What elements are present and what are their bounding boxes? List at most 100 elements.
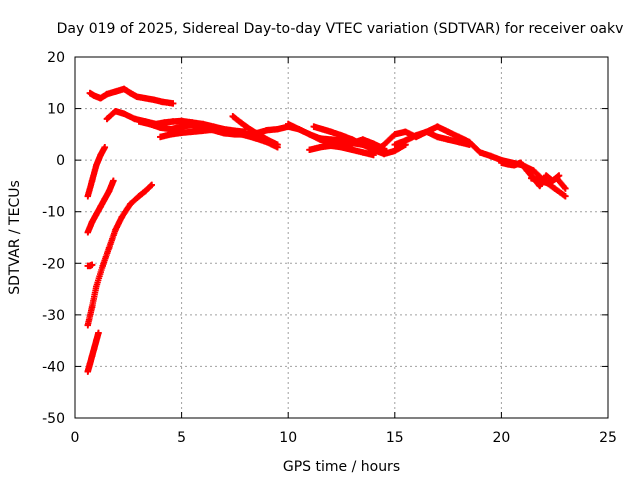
data-point — [103, 115, 111, 123]
data-point — [370, 140, 377, 147]
series-track-j — [391, 123, 569, 200]
data-point — [295, 126, 303, 133]
data-point — [545, 180, 552, 187]
series-markers — [84, 329, 102, 375]
data-point — [93, 211, 100, 218]
data-point — [90, 345, 98, 352]
data-point — [103, 90, 111, 98]
data-point — [517, 159, 524, 166]
data-point — [466, 138, 473, 146]
data-point — [210, 126, 217, 133]
data-point — [120, 85, 128, 93]
data-point — [487, 152, 494, 160]
data-point — [159, 98, 166, 106]
series-track-l — [528, 174, 569, 192]
data-point — [118, 213, 126, 221]
data-point — [338, 132, 345, 139]
data-point — [391, 147, 398, 155]
data-point — [319, 126, 326, 133]
data-point — [316, 136, 324, 143]
data-point — [86, 360, 94, 368]
data-point — [562, 193, 569, 200]
x-axis-label: GPS time / hours — [283, 459, 400, 475]
x-tick-label: 20 — [492, 430, 510, 446]
data-point — [112, 88, 119, 95]
data-point — [84, 229, 91, 236]
data-point — [93, 162, 100, 169]
data-point — [105, 244, 113, 252]
data-point — [88, 303, 96, 311]
series-track-e — [229, 113, 281, 148]
data-point — [167, 131, 175, 138]
series-track-n — [84, 177, 117, 236]
data-point — [131, 115, 138, 123]
data-point — [93, 337, 100, 344]
data-point — [135, 193, 143, 200]
data-point — [112, 107, 119, 115]
data-point — [242, 132, 249, 139]
data-point — [523, 167, 531, 174]
y-tick-label: -30 — [42, 308, 65, 324]
series-markers — [84, 144, 108, 200]
data-point — [551, 185, 558, 192]
data-point — [133, 93, 141, 100]
data-point — [434, 133, 441, 141]
data-point — [238, 119, 245, 127]
data-point — [90, 92, 98, 99]
data-point — [84, 321, 91, 329]
y-tick-label: -50 — [42, 411, 65, 427]
data-point — [101, 144, 109, 151]
data-point — [127, 200, 134, 208]
data-point — [95, 329, 102, 337]
data-point — [169, 118, 177, 125]
y-axis-label: SDTVAR / TECUs — [7, 180, 23, 295]
data-point — [391, 131, 398, 138]
data-point — [310, 123, 317, 130]
plot-frame — [74, 56, 609, 419]
data-point — [127, 89, 134, 97]
data-point — [255, 131, 262, 138]
data-point — [444, 136, 452, 143]
data-point — [359, 149, 367, 156]
data-point — [150, 96, 158, 104]
data-point — [476, 149, 484, 156]
x-tick-label: 25 — [599, 430, 617, 446]
data-point — [231, 129, 239, 137]
data-point — [510, 162, 518, 169]
data-point — [84, 193, 91, 200]
tick-layer: 0 5 10 15 20 25 -50 -40 -30 -20 -10 0 10 20 — [42, 50, 617, 446]
data-point — [88, 177, 96, 184]
data-point — [263, 127, 271, 134]
y-tick-label: -10 — [42, 205, 65, 221]
data-point — [263, 136, 271, 143]
data-point — [542, 172, 550, 179]
data-point — [562, 185, 569, 192]
data-point — [189, 121, 196, 129]
y-tick-label: 20 — [47, 50, 65, 66]
data-point — [157, 124, 164, 131]
series-track-m — [84, 144, 109, 200]
data-point — [142, 187, 149, 195]
data-point — [285, 120, 292, 128]
data-point — [199, 127, 207, 134]
x-tick-label: 15 — [386, 430, 404, 446]
data-point — [178, 123, 185, 130]
y-tick-label: -20 — [42, 256, 65, 272]
y-tick-label: 0 — [56, 153, 65, 169]
data-point — [93, 283, 100, 290]
data-point — [97, 151, 104, 159]
data-point — [157, 133, 164, 141]
data-point — [327, 142, 335, 149]
data-point — [97, 95, 104, 102]
data-point — [370, 149, 377, 156]
data-point — [169, 100, 177, 107]
series-track-p — [84, 181, 155, 329]
data-point — [316, 144, 324, 151]
data-point — [530, 167, 537, 174]
series-track-a — [86, 85, 177, 107]
data-point — [536, 177, 543, 184]
data-layer — [84, 85, 569, 375]
data-point — [221, 127, 228, 134]
data-point — [498, 159, 505, 166]
